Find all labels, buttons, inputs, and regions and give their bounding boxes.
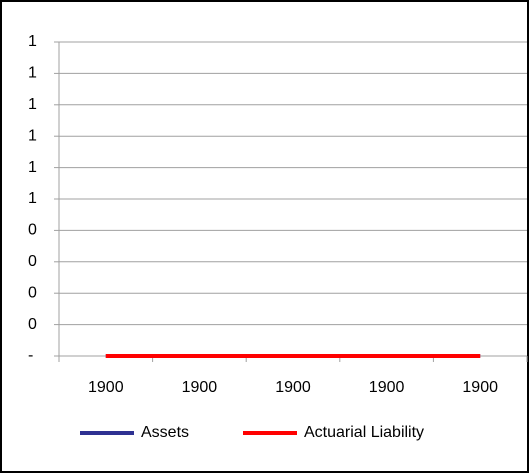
y-tick-label: 1 (28, 65, 37, 82)
y-tick-label: 1 (28, 33, 37, 50)
x-tick-label: 1900 (369, 379, 405, 396)
y-tick-label: 1 (28, 127, 37, 144)
legend-label: Assets (141, 424, 189, 441)
legend-label: Actuarial Liability (304, 424, 424, 441)
x-tick-label: 1900 (182, 379, 218, 396)
y-tick-label: 0 (28, 316, 37, 333)
y-tick-label: 1 (28, 159, 37, 176)
y-tick-label: 0 (28, 253, 37, 270)
y-tick-label: 1 (28, 190, 37, 207)
y-tick-label: 0 (28, 222, 37, 239)
y-tick-label: 0 (28, 284, 37, 301)
x-tick-label: 1900 (275, 379, 311, 396)
y-tick-label: 1 (28, 96, 37, 113)
x-tick-label: 1900 (462, 379, 498, 396)
x-tick-label: 1900 (88, 379, 124, 396)
y-tick-label: - (28, 347, 33, 364)
